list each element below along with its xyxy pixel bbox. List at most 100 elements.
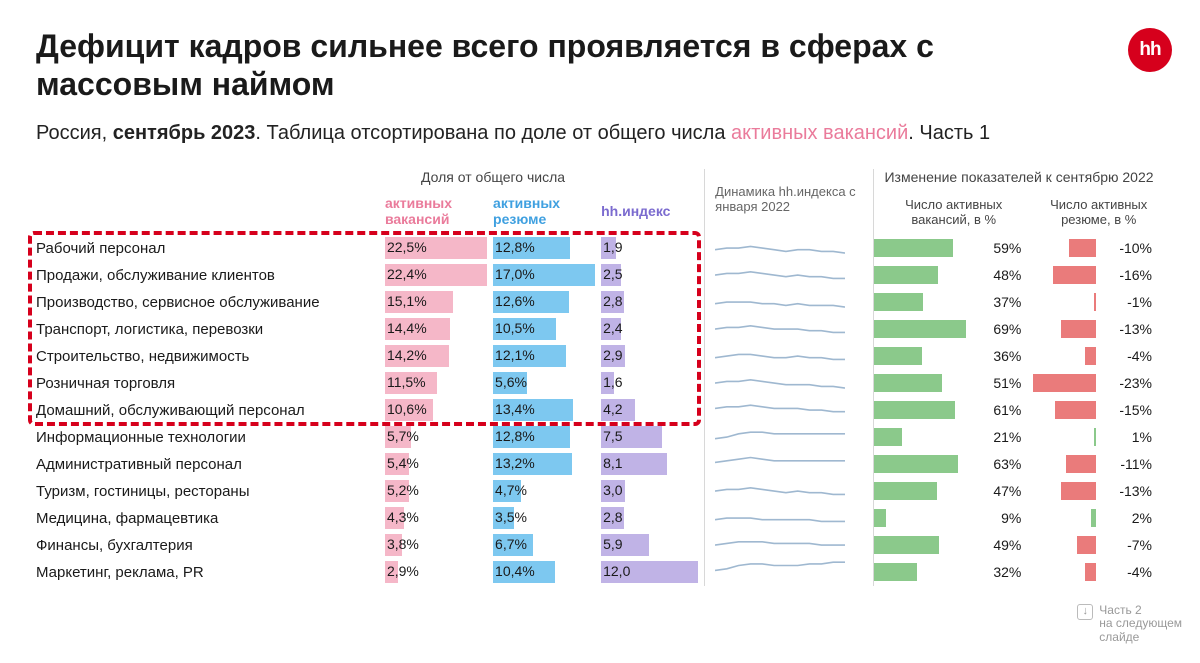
cell-change-vac-bar xyxy=(874,559,966,586)
cell-sparkline xyxy=(705,559,874,586)
cell-change-res-pct: -11% xyxy=(1096,451,1164,478)
cell-sparkline xyxy=(705,505,874,532)
cell-change-res-pct: -13% xyxy=(1096,316,1164,343)
subtitle-pre: Россия, xyxy=(36,122,113,144)
cell-sparkline xyxy=(705,343,874,370)
cell-change-vac-bar xyxy=(874,451,966,478)
hdr-spark: Динамика hh.индекса с января 2022 xyxy=(705,169,874,235)
cell-vacancies: 14,2% xyxy=(385,343,493,370)
cell-sparkline xyxy=(705,397,874,424)
cell-vacancies: 5,4% xyxy=(385,451,493,478)
cell-change-res-bar xyxy=(1033,289,1096,316)
table-row: Производство, сервисное обслуживание15,1… xyxy=(36,289,1164,316)
cell-vacancies: 5,2% xyxy=(385,478,493,505)
cell-change-res-bar xyxy=(1033,559,1096,586)
cell-vacancies: 11,5% xyxy=(385,370,493,397)
row-category: Финансы, бухгалтерия xyxy=(36,532,385,559)
cell-vacancies: 15,1% xyxy=(385,289,493,316)
cell-resumes: 13,2% xyxy=(493,451,601,478)
footer-text: Часть 2 на следующем слайде xyxy=(1099,604,1182,645)
cell-change-res-bar xyxy=(1033,262,1096,289)
cell-vacancies: 14,4% xyxy=(385,316,493,343)
subtitle-post: . Часть 1 xyxy=(908,122,990,144)
cell-change-res-pct: -1% xyxy=(1096,289,1164,316)
cell-vacancies: 3,8% xyxy=(385,532,493,559)
slide-title: Дефицит кадров сильнее всего проявляется… xyxy=(36,28,936,104)
brand-logo: hh xyxy=(1128,28,1172,72)
cell-change-res-pct: -16% xyxy=(1096,262,1164,289)
cell-change-vac-pct: 63% xyxy=(966,451,1034,478)
row-category: Информационные технологии xyxy=(36,424,385,451)
data-table-wrap: Доля от общего числа Динамика hh.индекса… xyxy=(36,169,1164,586)
cell-change-res-bar xyxy=(1033,505,1096,532)
cell-change-vac-pct: 48% xyxy=(966,262,1034,289)
cell-change-vac-bar xyxy=(874,289,966,316)
cell-index: 5,9 xyxy=(601,532,705,559)
cell-change-vac-bar xyxy=(874,505,966,532)
slide-subtitle: Россия, сентябрь 2023. Таблица отсортиро… xyxy=(36,122,1164,145)
cell-change-vac-pct: 51% xyxy=(966,370,1034,397)
cell-change-vac-pct: 21% xyxy=(966,424,1034,451)
row-category: Медицина, фармацевтика xyxy=(36,505,385,532)
row-category: Строительство, недвижимость xyxy=(36,343,385,370)
cell-resumes: 12,1% xyxy=(493,343,601,370)
hdr-group-share: Доля от общего числа xyxy=(385,169,601,191)
cell-change-res-pct: 1% xyxy=(1096,424,1164,451)
cell-change-vac-bar xyxy=(874,397,966,424)
row-category: Продажи, обслуживание клиентов xyxy=(36,262,385,289)
cell-index: 2,5 xyxy=(601,262,705,289)
arrow-down-icon: ↓ xyxy=(1077,604,1093,620)
cell-change-res-pct: -4% xyxy=(1096,559,1164,586)
table-row: Маркетинг, реклама, PR2,9%10,4%12,032%-4… xyxy=(36,559,1164,586)
cell-change-res-pct: -4% xyxy=(1096,343,1164,370)
cell-change-vac-pct: 37% xyxy=(966,289,1034,316)
cell-vacancies: 22,4% xyxy=(385,262,493,289)
cell-resumes: 12,8% xyxy=(493,235,601,262)
table-row: Медицина, фармацевтика4,3%3,5%2,89%2% xyxy=(36,505,1164,532)
cell-resumes: 10,4% xyxy=(493,559,601,586)
cell-resumes: 13,4% xyxy=(493,397,601,424)
cell-vacancies: 22,5% xyxy=(385,235,493,262)
subtitle-mid: . Таблица отсортирована по доле от общег… xyxy=(255,122,731,144)
row-category: Рабочий персонал xyxy=(36,235,385,262)
cell-index: 3,0 xyxy=(601,478,705,505)
hdr-res: активных резюме xyxy=(493,191,601,235)
cell-vacancies: 2,9% xyxy=(385,559,493,586)
cell-change-vac-bar xyxy=(874,532,966,559)
cell-change-res-pct: -10% xyxy=(1096,235,1164,262)
cell-sparkline xyxy=(705,451,874,478)
cell-change-res-bar xyxy=(1033,532,1096,559)
cell-change-res-pct: -7% xyxy=(1096,532,1164,559)
table-row: Розничная торговля11,5%5,6%1,651%-23% xyxy=(36,370,1164,397)
cell-change-vac-bar xyxy=(874,316,966,343)
cell-index: 2,4 xyxy=(601,316,705,343)
cell-sparkline xyxy=(705,532,874,559)
cell-change-res-bar xyxy=(1033,235,1096,262)
cell-sparkline xyxy=(705,289,874,316)
cell-change-vac-pct: 59% xyxy=(966,235,1034,262)
cell-index: 2,9 xyxy=(601,343,705,370)
hdr-change-res: Число активных резюме, в % xyxy=(1033,191,1164,235)
table-row: Транспорт, логистика, перевозки14,4%10,5… xyxy=(36,316,1164,343)
table-row: Туризм, гостиницы, рестораны5,2%4,7%3,04… xyxy=(36,478,1164,505)
cell-resumes: 12,6% xyxy=(493,289,601,316)
table-row: Финансы, бухгалтерия3,8%6,7%5,9 49% -7% xyxy=(36,532,1164,559)
cell-resumes: 6,7% xyxy=(493,532,601,559)
cell-change-vac-bar xyxy=(874,343,966,370)
cell-change-res-bar xyxy=(1033,451,1096,478)
cell-change-vac-pct: 36% xyxy=(966,343,1034,370)
cell-index: 2,8 xyxy=(601,289,705,316)
cell-vacancies: 4,3% xyxy=(385,505,493,532)
cell-change-vac-pct: 49% xyxy=(966,532,1034,559)
row-category: Туризм, гостиницы, рестораны xyxy=(36,478,385,505)
row-category: Розничная торговля xyxy=(36,370,385,397)
cell-resumes: 10,5% xyxy=(493,316,601,343)
cell-change-vac-bar xyxy=(874,478,966,505)
cell-sparkline xyxy=(705,235,874,262)
table-row: Строительство, недвижимость14,2%12,1%2,9… xyxy=(36,343,1164,370)
table-row: Административный персонал5,4%13,2%8,163%… xyxy=(36,451,1164,478)
subtitle-highlight: активных вакансий xyxy=(731,122,908,144)
subtitle-bold: сентябрь 2023 xyxy=(113,122,256,144)
cell-resumes: 12,8% xyxy=(493,424,601,451)
cell-index: 1,6 xyxy=(601,370,705,397)
